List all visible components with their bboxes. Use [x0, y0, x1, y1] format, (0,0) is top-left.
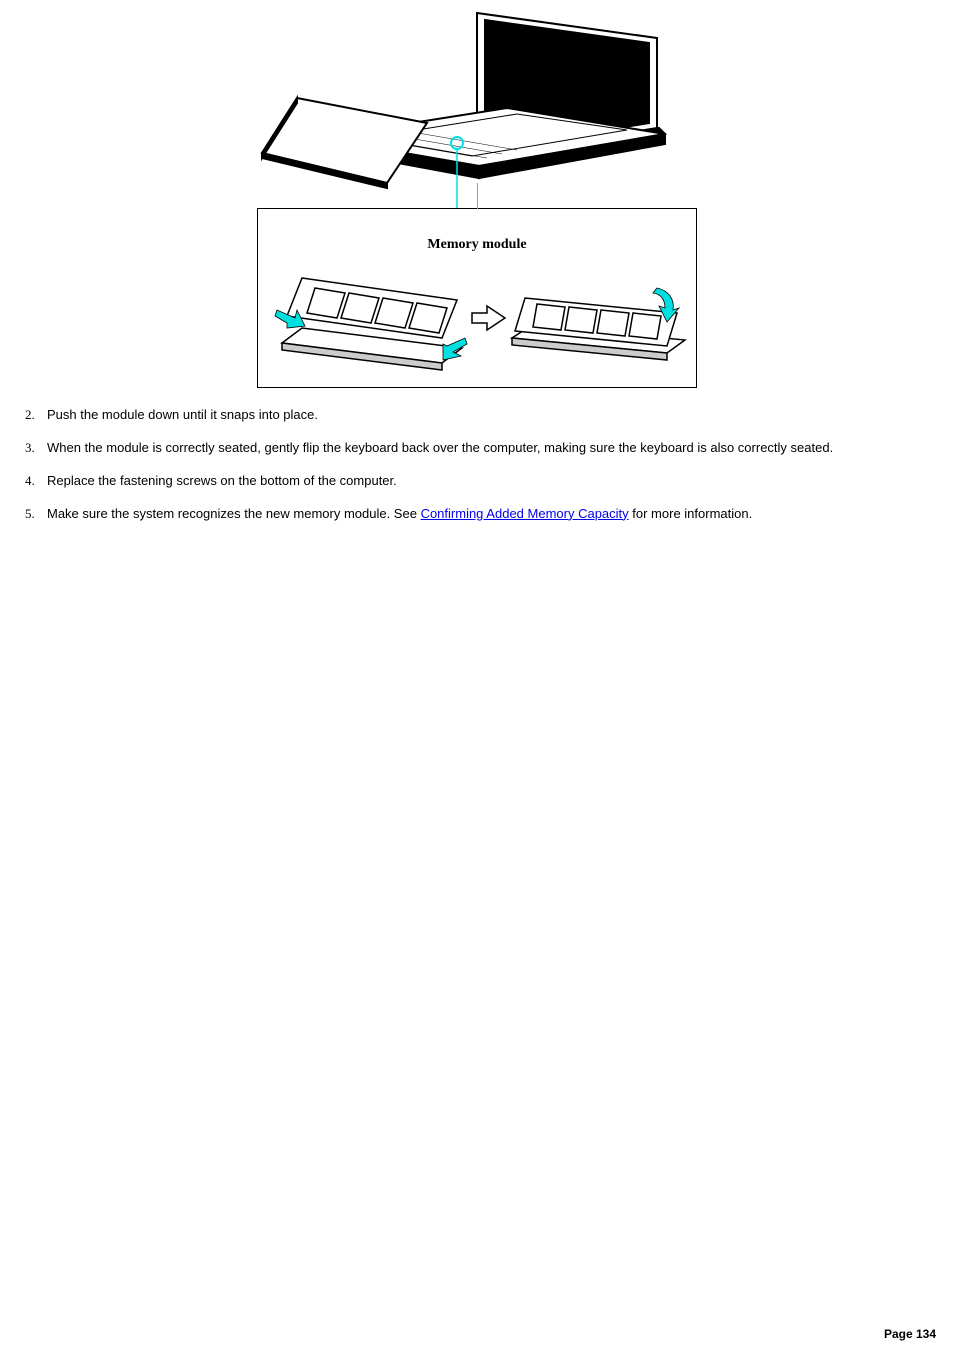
step-text: Push the module down until it snaps into… [47, 406, 929, 425]
page-content: Memory module [0, 8, 954, 523]
step-item: 3. When the module is correctly seated, … [25, 439, 929, 458]
step-text: Replace the fastening screws on the bott… [47, 472, 929, 491]
step-number: 5. [25, 505, 47, 524]
step-number: 2. [25, 406, 47, 425]
step-item: 4. Replace the fastening screws on the b… [25, 472, 929, 491]
instruction-steps: 2. Push the module down until it snaps i… [25, 406, 929, 523]
step-number: 4. [25, 472, 47, 491]
step-text-after: for more information. [629, 506, 753, 521]
step-text: When the module is correctly seated, gen… [47, 439, 929, 458]
laptop-svg [257, 8, 697, 208]
laptop-illustration [257, 8, 697, 208]
memory-module-inset: Memory module [257, 208, 697, 388]
step-text: Make sure the system recognizes the new … [47, 505, 929, 524]
step-number: 3. [25, 439, 47, 458]
figure-block: Memory module [257, 8, 697, 388]
inset-label: Memory module [427, 237, 526, 253]
step-item: 2. Push the module down until it snaps i… [25, 406, 929, 425]
page-footer: Page 134 [884, 1327, 936, 1341]
step-item: 5. Make sure the system recognizes the n… [25, 505, 929, 524]
connector-line [477, 183, 478, 209]
confirming-memory-link[interactable]: Confirming Added Memory Capacity [421, 506, 629, 521]
step-text-before: Make sure the system recognizes the new … [47, 506, 421, 521]
